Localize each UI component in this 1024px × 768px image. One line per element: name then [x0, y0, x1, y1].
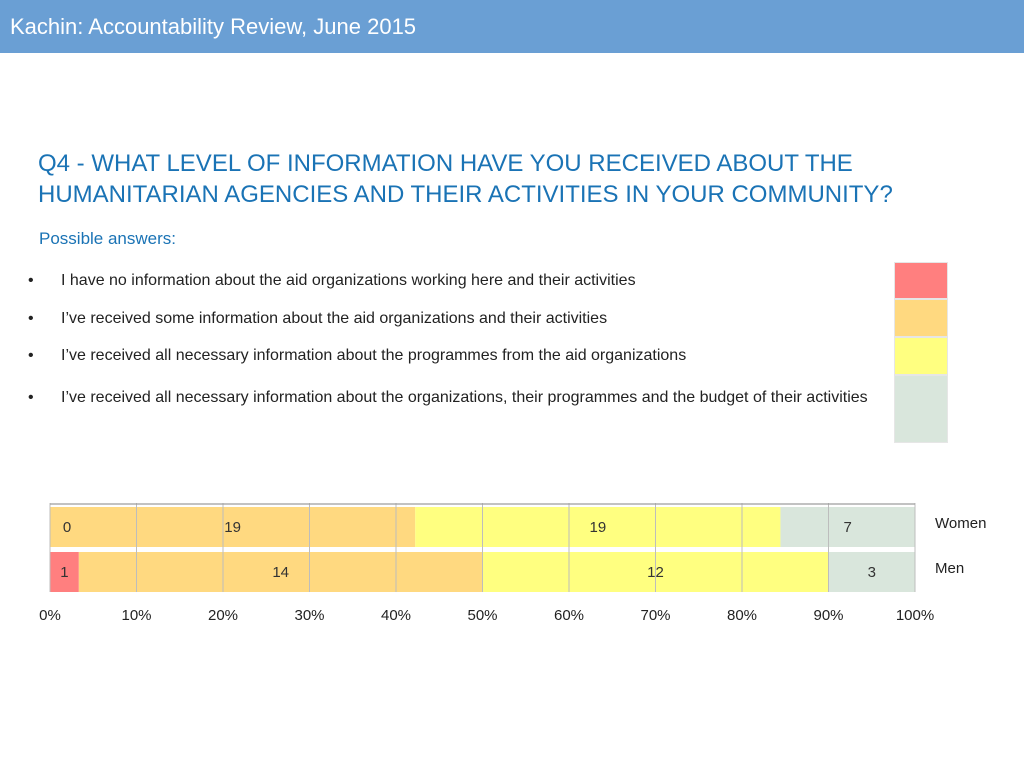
answer-text: I have no information about the aid orga… — [61, 272, 636, 289]
possible-answers-label: Possible answers: — [39, 229, 177, 248]
bullet: • — [28, 310, 34, 327]
bar-segment — [78, 552, 483, 592]
x-tick-label: 70% — [640, 607, 670, 624]
header-title: Kachin: Accountability Review, June 2015 — [10, 14, 417, 39]
answer-text: I’ve received all necessary information … — [61, 347, 687, 364]
x-tick-label: 30% — [294, 607, 324, 624]
bar-segment — [780, 507, 915, 547]
bullet: • — [28, 347, 34, 364]
legend-swatch-no-information — [894, 262, 948, 299]
answer-text: I’ve received all necessary information … — [61, 389, 868, 406]
x-tick-label: 20% — [208, 607, 238, 624]
header-bar: Kachin: Accountability Review, June 2015 — [0, 0, 1024, 53]
x-tick-label: 10% — [121, 607, 151, 624]
data-label: 1 — [60, 564, 68, 581]
x-tick-label: 60% — [554, 607, 584, 624]
data-label: 19 — [589, 519, 606, 536]
data-label: 7 — [844, 519, 852, 536]
data-label: 0 — [63, 519, 71, 536]
bar-segment — [828, 552, 915, 592]
x-tick-label: 100% — [896, 607, 934, 624]
x-tick-label: 80% — [727, 607, 757, 624]
x-tick-label: 40% — [381, 607, 411, 624]
data-label: 19 — [224, 519, 241, 536]
bullet: • — [28, 389, 34, 406]
bar-segment — [415, 507, 781, 547]
data-label: 3 — [868, 564, 876, 581]
legend-swatch-some-information — [894, 299, 948, 337]
bar-segment — [50, 507, 416, 547]
data-label: 14 — [272, 564, 289, 581]
bullet: • — [28, 272, 34, 289]
legend-swatch-programme-information — [894, 337, 948, 375]
stacked-bar-chart: 0 19 19 7 Women 1 14 12 3 Men 0% 10% 20% 30% 40% 50% 60%… — [39, 503, 986, 624]
category-label: Women — [935, 515, 986, 532]
data-label: 12 — [647, 564, 664, 581]
x-tick-label: 0% — [39, 607, 61, 624]
x-tick-label: 90% — [813, 607, 843, 624]
legend-swatch-full-information — [894, 375, 948, 443]
bar-segment — [50, 552, 79, 592]
x-tick-label: 50% — [467, 607, 497, 624]
category-label: Men — [935, 560, 964, 577]
answer-text: I’ve received some information about the… — [61, 310, 608, 327]
question-title: Q4 - WHAT LEVEL OF INFORMATION HAVE YOU … — [38, 150, 893, 208]
